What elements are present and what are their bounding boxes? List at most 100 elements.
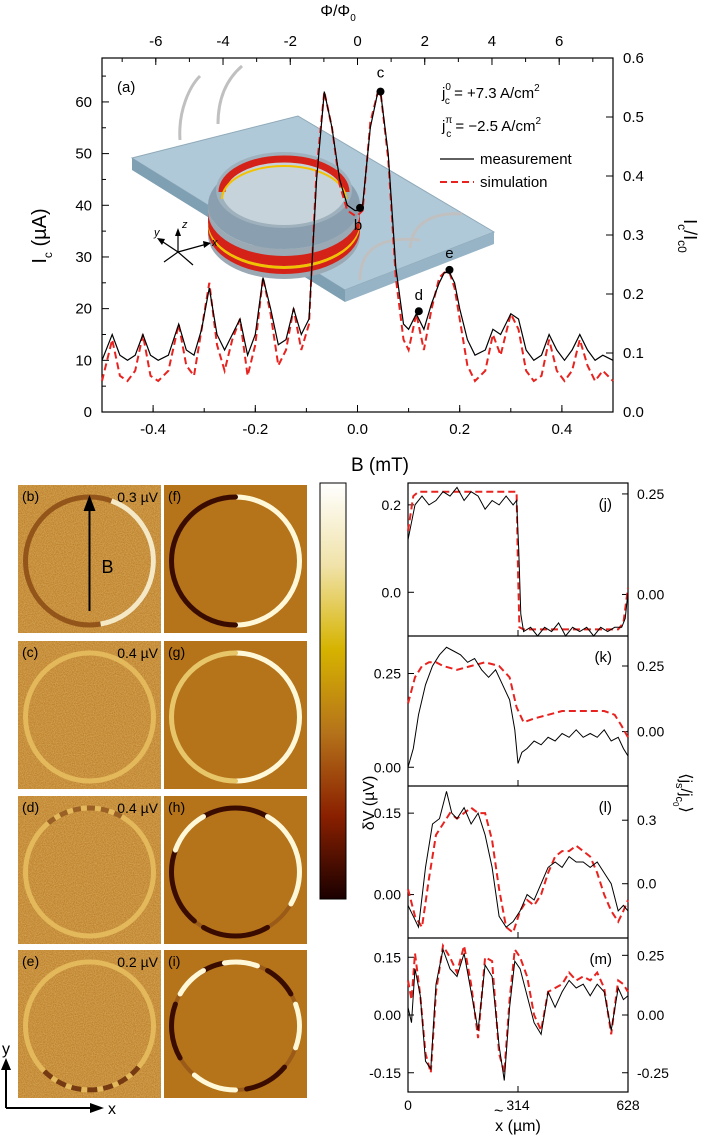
map-measured-ring-2 — [23, 650, 156, 784]
map-sim-ring-seg-2-0 — [233, 650, 302, 784]
map-sim-label-2: (g) — [168, 644, 185, 660]
chart-a-ticks: -0.4 -0.2 0.0 0.2 0.4-6 -4 -2 0 2 4 60102030405060… — [75, 33, 644, 438]
chart-a-xtick-label: -0.4 — [140, 421, 166, 438]
map-sim-label-4: (i) — [168, 953, 180, 969]
scan-rtick-label-l: 0.0 — [637, 876, 657, 892]
scan-ytick-label-j: 0.2 — [382, 497, 402, 513]
top-axis-label: Φ/Φ0 — [320, 3, 356, 24]
marker-e — [445, 265, 454, 274]
scan-rtick-label-k: 0.25 — [637, 658, 664, 674]
chart-a-toptick-label: -4 — [216, 33, 229, 50]
chart-a-ytick-label: 20 — [75, 301, 92, 318]
scans-xlabel-tilde: ~ — [494, 1103, 503, 1120]
chart-a-xtick-label: 0.4 — [551, 421, 572, 438]
chart-a-ytick-label: 0 — [84, 404, 92, 421]
map-sim-label-1: (f) — [168, 488, 181, 504]
chart-a-ylabel: Ic (µA) — [29, 208, 55, 263]
chart-a-rtick-label: 0.5 — [623, 109, 644, 126]
map-sim-ring-seg-1-0 — [233, 494, 302, 628]
chart-a-ytick-label: 60 — [75, 94, 92, 111]
scans-right-label: ⟨js/jc0⟩ — [671, 773, 694, 813]
axis3d-z-label: z — [181, 219, 188, 231]
chart-a-toptick-label: 4 — [488, 33, 496, 50]
map-sim-ring-seg-4-5 — [191, 1072, 238, 1093]
wire-2 — [216, 64, 243, 125]
scan-xtick-label: 628 — [616, 1097, 640, 1113]
map-measured-noise-3 — [18, 796, 161, 944]
chart-a-right-label: Ic/Ic0 — [675, 219, 700, 253]
scan-ytick-label-m: 0.15 — [374, 949, 401, 965]
map-sim-ring-seg-3-0 — [201, 805, 270, 820]
scan-k-series-measurement — [407, 646, 629, 768]
legend-measurement: measurement — [480, 151, 573, 168]
map-voltage-3: 0.4 µV — [117, 800, 158, 816]
corner-x-label: x — [108, 1101, 116, 1118]
marker-b — [356, 203, 365, 212]
map-label-1: (b) — [22, 488, 39, 504]
axis3d-y-label: y — [153, 227, 161, 239]
axis3d-x-label: x — [211, 237, 218, 249]
map-sim-ring-seg-3-4 — [172, 814, 206, 853]
scan-ytick-label-k: 0.00 — [374, 759, 401, 775]
map-sim-ring-seg-4-6 — [169, 1001, 183, 1061]
map-sim-4 — [164, 950, 307, 1098]
map-sim-ring-seg-4-2 — [265, 968, 294, 997]
scan-j-series-measurement — [407, 486, 629, 637]
map-measured-noise-2 — [18, 641, 161, 789]
scan-rtick-label-k: 0.00 — [637, 724, 664, 740]
scan-ytick-label-j: 0.0 — [382, 584, 402, 600]
map-measured-ring-bright — [100, 498, 156, 627]
scan-xtick-label: 314 — [506, 1097, 530, 1113]
map-sim-ring-seg-4-1 — [221, 959, 260, 969]
chart-a-rtick-label: 0.1 — [623, 345, 644, 362]
colorbar-label: B (mT) — [351, 455, 409, 476]
scan-ytick-label-m: -0.15 — [369, 1065, 401, 1081]
scan-ytick-label-l: 0.15 — [374, 805, 401, 821]
marker-c-label: c — [377, 65, 385, 82]
chart-a-panel-label: (a) — [117, 79, 135, 96]
map-sim-ring-seg-2-1 — [169, 650, 238, 784]
chart-a-rtick-label: 0.2 — [623, 286, 644, 303]
scan-rtick-label-j: 0.25 — [637, 486, 664, 502]
b-arrow-label: B — [102, 557, 114, 577]
scan-rtick-label-l: 0.3 — [637, 812, 657, 828]
chart-a-xtick-label: -0.2 — [242, 421, 268, 438]
map-voltage-4: 0.2 µV — [117, 954, 158, 970]
scan-rtick-label-j: 0.00 — [637, 586, 664, 602]
chart-a-ytick-label: 40 — [75, 197, 92, 214]
map-sim-label-3: (h) — [168, 799, 185, 815]
scan-panel-label-j: (j) — [599, 496, 612, 513]
scans-xlabel: x (µm) — [495, 1118, 541, 1135]
chart-a-ytick-label: 30 — [75, 249, 92, 266]
scan-j-series-simulation — [407, 490, 629, 631]
marker-d — [414, 307, 423, 316]
map-label-2: (c) — [22, 644, 38, 660]
scan-k-series-simulation — [407, 661, 629, 738]
map-sim-2 — [164, 641, 307, 789]
map-sim-3 — [164, 796, 307, 944]
scan-rtick-label-m: 0.00 — [637, 1007, 664, 1023]
scan-panel-label-k: (k) — [595, 649, 613, 666]
b-arrow-head — [83, 495, 96, 511]
chart-a-toptick-label: 6 — [555, 33, 563, 50]
map-voltage-1: 0.3 µV — [117, 489, 158, 505]
legend-simulation: simulation — [480, 174, 548, 191]
sample-illustration: y z x — [130, 64, 496, 302]
substrate-front — [345, 232, 494, 302]
chart-a-rtick-label: 0.0 — [623, 404, 644, 421]
chart-a-toptick-label: 0 — [353, 33, 361, 50]
map-sim-ring-seg-4-3 — [293, 1001, 302, 1051]
chart-a-toptick-label: 2 — [421, 33, 429, 50]
jcpi-annotation: jπ c = −2.5 A/cm2 — [441, 115, 541, 140]
map-label-4: (e) — [22, 953, 39, 969]
marker-d-label: d — [415, 287, 423, 304]
marker-b-label: b — [354, 217, 362, 234]
map-sim-ring-seg-3-2 — [201, 924, 270, 939]
scan-m-series-measurement — [407, 947, 629, 1081]
jc0-annotation: j0 c = +7.3 A/cm2 — [441, 82, 540, 107]
scan-ytick-label-m: 0.00 — [374, 1007, 401, 1023]
scan-panel-label-l: (l) — [599, 799, 612, 816]
chart-a-rtick-label: 0.4 — [623, 168, 644, 185]
chart-a-rtick-label: 0.6 — [623, 50, 644, 67]
